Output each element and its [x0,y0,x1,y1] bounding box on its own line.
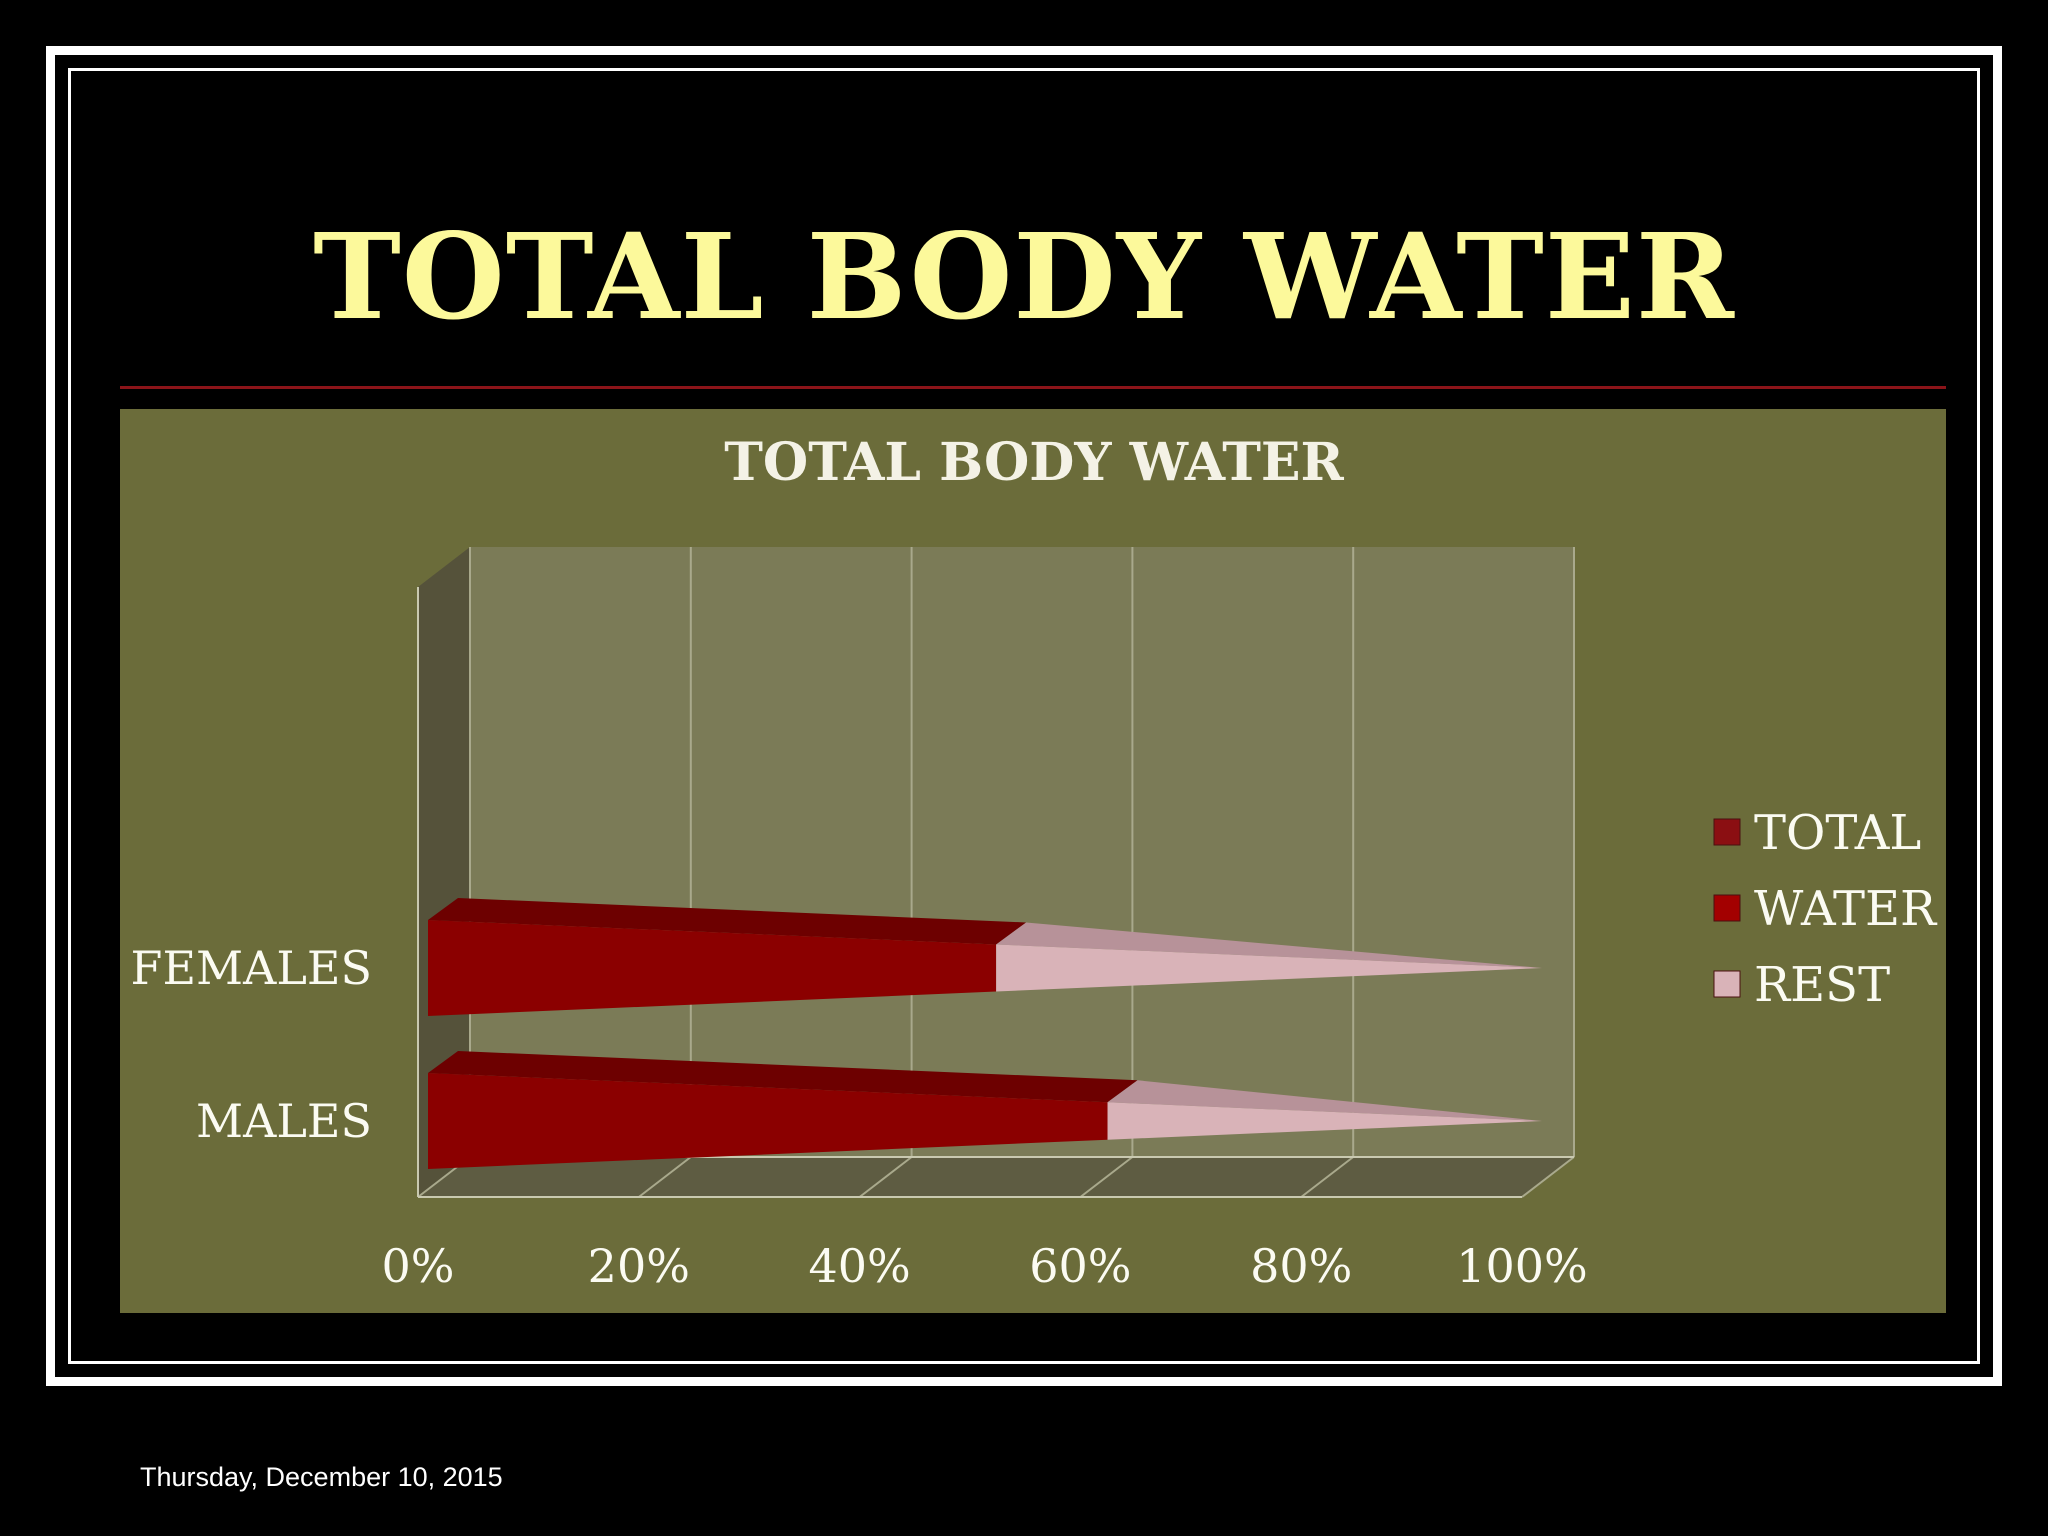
legend-swatch [1713,818,1741,846]
water-bar [428,920,997,1016]
x-tick-label: 60% [1029,1239,1131,1293]
rest-bar [996,944,1542,992]
x-tick-label: 40% [808,1239,910,1293]
plot-floor [418,1157,1574,1197]
plot-back-wall [470,547,1574,1157]
slide-title: TOTAL BODY WATER [313,207,1735,346]
rest-bar-top [1107,1080,1542,1121]
category-label: MALES [196,1094,372,1148]
title-divider [120,386,1946,389]
x-tick-label: 80% [1250,1239,1352,1293]
x-tick-label: 100% [1456,1239,1588,1293]
x-tick-label: 20% [588,1239,690,1293]
slide-inner-frame [68,68,1980,1364]
footer-date: Thursday, December 10, 2015 [140,1462,503,1492]
legend-label: WATER [1754,881,1938,937]
floor-gridline [638,1156,692,1198]
rest-bar-top [996,922,1542,968]
water-bar-top [428,898,1027,945]
category-label: FEMALES [131,941,372,995]
water-bar [428,1073,1108,1169]
slide-outer-frame [46,46,2002,1386]
floor-gridline [1300,1156,1354,1198]
legend-label: REST [1754,957,1890,1013]
legend-swatch [1713,970,1741,998]
legend-swatch [1713,894,1741,922]
floor-gridline [1521,1156,1575,1198]
chart-title: TOTAL BODY WATER [724,432,1344,493]
legend-label: TOTAL [1754,805,1921,861]
floor-gridline [1079,1156,1134,1198]
x-tick-label: 0% [382,1239,455,1293]
floor-gridline [858,1156,913,1198]
bar-chart: 0% 20% 40% 60% 80% 100% FEMALES MALES TOTAL WATER… [131,547,1938,1293]
plot-side-wall [418,547,470,1197]
water-bar-top [428,1051,1138,1103]
rest-bar [1107,1102,1542,1140]
